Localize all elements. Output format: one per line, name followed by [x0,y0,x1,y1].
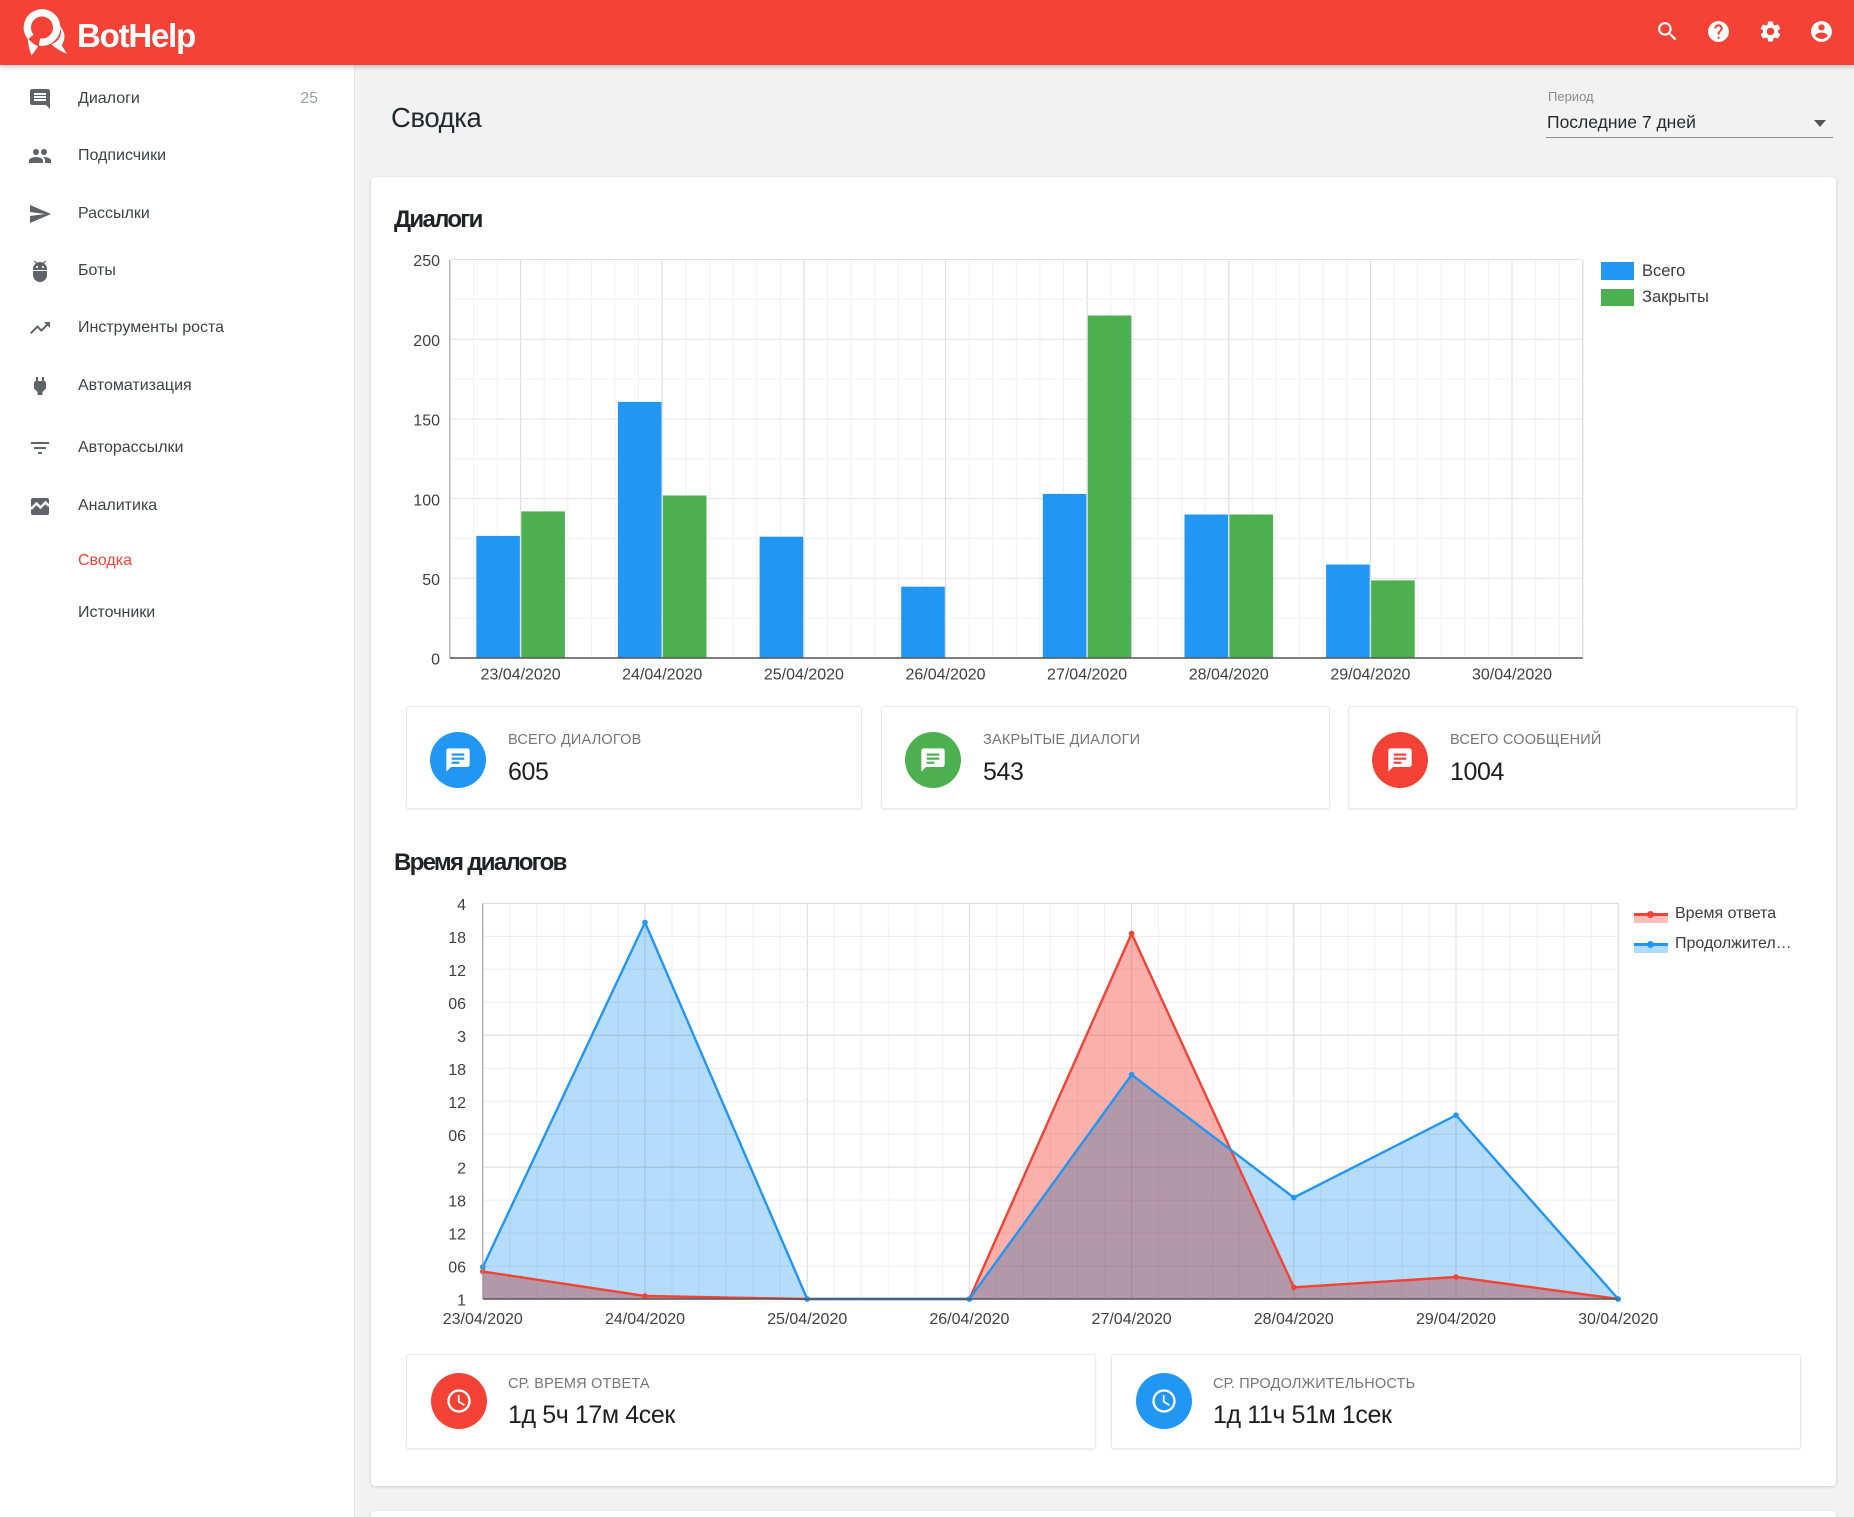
svg-text:29/04/2020: 29/04/2020 [1330,667,1410,684]
svg-text:25/04/2020: 25/04/2020 [767,1311,847,1328]
svg-text:12: 12 [448,963,466,980]
svg-text:1: 1 [457,1293,466,1310]
svg-text:100: 100 [413,492,440,509]
svg-text:50: 50 [422,572,440,589]
svg-text:23/04/2020: 23/04/2020 [481,667,561,684]
svg-text:2: 2 [457,1161,466,1178]
svg-text:150: 150 [413,413,440,430]
svg-text:06: 06 [448,996,466,1013]
svg-text:0: 0 [431,652,440,669]
svg-text:18: 18 [448,1062,466,1079]
svg-text:23/04/2020: 23/04/2020 [443,1311,523,1328]
svg-text:28/04/2020: 28/04/2020 [1254,1311,1334,1328]
svg-text:25/04/2020: 25/04/2020 [764,667,844,684]
svg-text:06: 06 [448,1128,466,1145]
svg-text:29/04/2020: 29/04/2020 [1416,1311,1496,1328]
svg-text:30/04/2020: 30/04/2020 [1578,1311,1658,1328]
svg-text:200: 200 [413,333,440,350]
svg-text:28/04/2020: 28/04/2020 [1189,667,1269,684]
svg-text:18: 18 [448,930,466,947]
svg-text:250: 250 [413,253,440,270]
svg-text:24/04/2020: 24/04/2020 [622,667,702,684]
svg-text:4: 4 [457,897,466,914]
svg-text:26/04/2020: 26/04/2020 [905,667,985,684]
svg-text:27/04/2020: 27/04/2020 [1092,1311,1172,1328]
svg-text:3: 3 [457,1029,466,1046]
svg-text:18: 18 [448,1194,466,1211]
svg-text:12: 12 [448,1095,466,1112]
svg-text:30/04/2020: 30/04/2020 [1472,667,1552,684]
svg-text:24/04/2020: 24/04/2020 [605,1311,685,1328]
svg-text:06: 06 [448,1260,466,1277]
svg-text:26/04/2020: 26/04/2020 [929,1311,1009,1328]
svg-text:12: 12 [448,1227,466,1244]
svg-text:27/04/2020: 27/04/2020 [1047,667,1127,684]
